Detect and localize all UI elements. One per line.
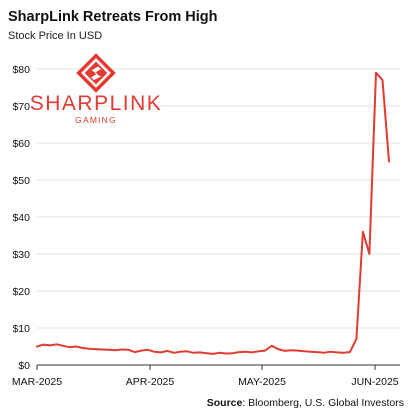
sharplink-logo-mark <box>76 53 116 93</box>
y-axis-ticks: $0 $10 $20 $30 $40 $50 $60 $70 $80 <box>12 64 30 372</box>
x-tick-label: MAR-2025 <box>12 376 62 388</box>
logo-name: SHARPLINK <box>30 92 163 115</box>
source-note: Source: Bloomberg, U.S. Global Investors <box>207 397 404 409</box>
y-tick-label: $0 <box>18 360 30 372</box>
y-tick-label: $20 <box>12 286 30 298</box>
y-tick-label: $70 <box>12 101 30 113</box>
source-text: : Bloomberg, U.S. Global Investors <box>242 397 404 409</box>
x-tick-label: MAY-2025 <box>238 376 286 388</box>
series-line <box>36 71 390 355</box>
logo-tagline: GAMING <box>75 115 117 125</box>
y-tick-label: $10 <box>12 323 30 335</box>
y-tick-label: $30 <box>12 249 30 261</box>
series-group <box>36 71 390 355</box>
sharplink-logo: SHARPLINK GAMING <box>30 53 163 125</box>
y-tick-label: $50 <box>12 175 30 187</box>
y-tick-label: $60 <box>12 138 30 150</box>
x-tick-label: JUN-2025 <box>351 376 398 388</box>
x-axis-ticks: MAR-2025 APR-2025 MAY-2025 JUN-2025 <box>12 365 399 388</box>
source-label: Source <box>207 397 243 409</box>
gridlines <box>37 68 400 329</box>
chart-title: SharpLink Retreats From High <box>8 9 217 25</box>
chart-subtitle: Stock Price In USD <box>8 30 102 42</box>
y-tick-label: $80 <box>12 64 30 76</box>
x-tick-label: APR-2025 <box>126 376 175 388</box>
y-tick-label: $40 <box>12 212 30 224</box>
